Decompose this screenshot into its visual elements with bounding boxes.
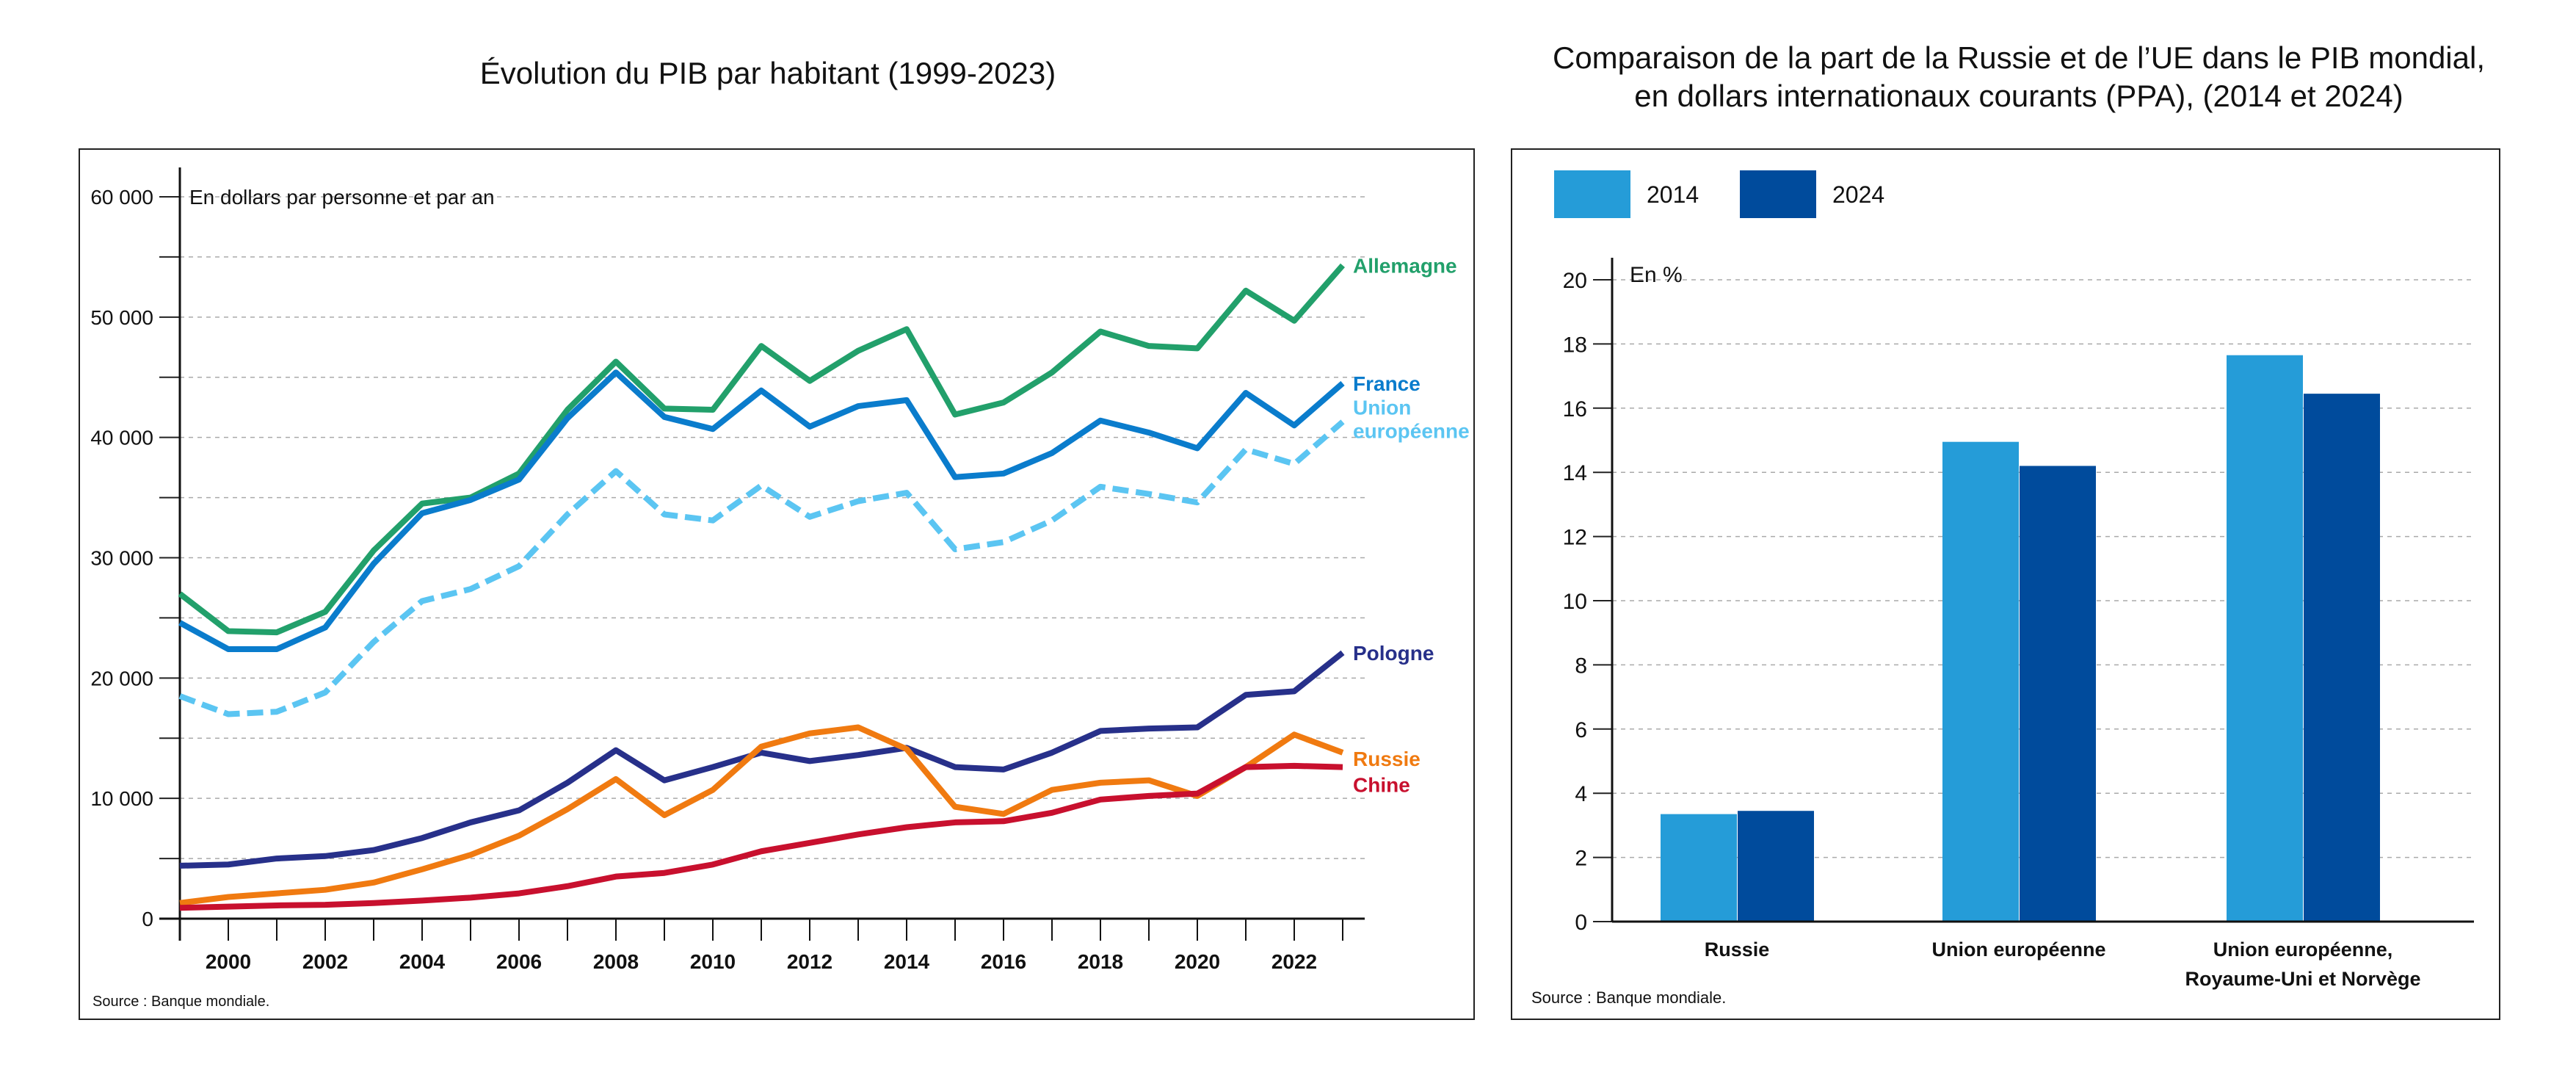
- bar-chart: Comparaison de la part de la Russie et d…: [1511, 40, 2500, 1020]
- series-line-union-europeenne: [178, 419, 1345, 717]
- series-line-chine: [179, 762, 1343, 911]
- bar-chart-legend: 2014 2024: [1554, 170, 1884, 218]
- bar-2024-2: [2020, 466, 2096, 922]
- legend-label-2024: 2024: [1832, 181, 1884, 208]
- category-label: Union européenne: [1931, 938, 2105, 961]
- bar-2014-1: [1661, 814, 1737, 922]
- bar-chart-axes: 0 2 4 6 8 10 12 14 16 18 20 Russie Union européenne U…: [1563, 258, 2474, 990]
- series-line-pologne: [179, 650, 1345, 869]
- series-label-pologne: Pologne: [1353, 642, 1434, 665]
- series-line-russie: [179, 724, 1344, 906]
- y-tick-label: 30 000: [90, 547, 153, 570]
- series-label-allemagne: Allemagne: [1353, 254, 1457, 277]
- line-chart-source: Source : Banque mondiale.: [92, 994, 269, 1010]
- y-tick-label: 18: [1563, 333, 1587, 357]
- series-label-russie: Russie: [1353, 748, 1421, 770]
- bar-chart-source: Source : Banque mondiale.: [1531, 988, 1726, 1007]
- x-tick-label: 2020: [1175, 950, 1220, 973]
- line-chart-title: Évolution du PIB par habitant (1999-2023…: [480, 56, 1056, 90]
- x-tick-label: 2012: [787, 950, 832, 973]
- series-label-chine: Chine: [1353, 774, 1410, 797]
- series-line-allemagne: [178, 263, 1346, 636]
- x-tick-label: 2000: [206, 950, 251, 973]
- y-tick-label: 0: [1575, 911, 1587, 935]
- x-tick-label: 2022: [1271, 950, 1317, 973]
- y-tick-label: 6: [1575, 718, 1587, 742]
- y-tick-label: 10: [1563, 590, 1587, 614]
- x-tick-label: 2018: [1078, 950, 1123, 973]
- y-tick-label: 8: [1575, 654, 1587, 678]
- y-tick-label: 50 000: [90, 306, 153, 329]
- line-chart: Évolution du PIB par habitant (1999-2023…: [79, 56, 1475, 1020]
- y-tick-label: 60 000: [90, 186, 153, 209]
- bar-2014-3: [2227, 355, 2303, 922]
- line-chart-grid: [180, 196, 1365, 859]
- y-tick-label: 10 000: [90, 787, 153, 810]
- x-tick-label: 2004: [399, 950, 446, 973]
- y-tick-label: 40 000: [90, 427, 153, 449]
- line-chart-ylabel: En dollars par personne et par an: [189, 186, 495, 209]
- y-tick-label: 4: [1575, 782, 1587, 806]
- y-tick-label: 14: [1563, 461, 1587, 485]
- series-line-france: [178, 369, 1345, 653]
- x-tick-label: 2014: [884, 950, 930, 973]
- bar-2024-1: [1738, 811, 1814, 922]
- x-tick-label: 2008: [593, 950, 639, 973]
- category-label: Union européenne,: [2213, 938, 2393, 961]
- y-tick-label: 20 000: [90, 667, 153, 690]
- legend-swatch-2024: [1740, 170, 1816, 218]
- bar-2024-3: [2304, 394, 2380, 922]
- series-label-france: France: [1353, 372, 1421, 395]
- line-chart-frame: [79, 148, 1475, 1020]
- series-label-union-europeenne: européenne: [1353, 419, 1470, 442]
- bar-chart-ylabel: En %: [1630, 263, 1683, 287]
- y-tick-label: 0: [142, 908, 153, 930]
- y-tick-label: 2: [1575, 847, 1587, 871]
- y-tick-label: 20: [1563, 269, 1587, 293]
- x-tick-label: 2010: [690, 950, 736, 973]
- x-tick-label: 2006: [496, 950, 542, 973]
- bar-2014-2: [1942, 441, 2019, 922]
- category-label: Russie: [1705, 938, 1770, 961]
- series-label-union-europeenne: Union: [1353, 396, 1411, 419]
- y-tick-label: 16: [1563, 397, 1587, 422]
- line-chart-axes: 0 10 000 20 000 30 000 40 000 50 000 60 000 200…: [90, 167, 1365, 973]
- category-label: Royaume-Uni et Norvège: [2185, 968, 2420, 990]
- bar-chart-title-line-1: Comparaison de la part de la Russie et d…: [1553, 40, 2485, 75]
- legend-label-2014: 2014: [1647, 181, 1699, 208]
- legend-swatch-2014: [1554, 170, 1630, 218]
- x-tick-label: 2002: [302, 950, 348, 973]
- x-tick-label: 2016: [981, 950, 1026, 973]
- y-tick-label: 12: [1563, 526, 1587, 550]
- bar-chart-title-line-2: en dollars internationaux courants (PPA)…: [1634, 79, 2403, 113]
- bar-chart-bars: [1661, 355, 2380, 922]
- bar-chart-frame: [1511, 148, 2500, 1020]
